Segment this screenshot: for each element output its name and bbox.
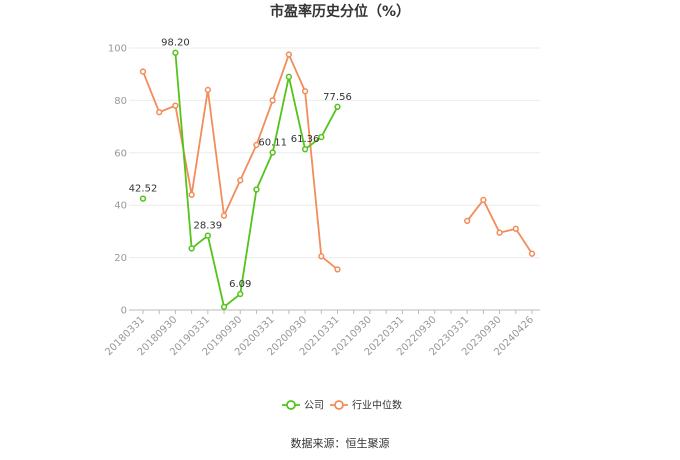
data-point — [318, 133, 325, 141]
data-point — [480, 196, 487, 204]
data-point — [237, 177, 244, 184]
y-tick-label: 0 — [121, 306, 127, 317]
legend-swatch-marker — [286, 400, 296, 410]
y-tick-label: 40 — [114, 201, 127, 212]
series-line — [142, 52, 339, 271]
data-point — [139, 68, 147, 75]
y-axis: 0 20 40 60 80 100 — [108, 44, 127, 317]
series-line — [466, 198, 533, 255]
chart-title: 市盈率历史分位（%） — [270, 3, 410, 20]
data-point — [156, 109, 163, 116]
data-labels: 42.52 98.20 28.39 6.09 60.11 61.36 77.56 — [129, 38, 352, 290]
series-company — [139, 49, 341, 311]
x-axis: 2018033120180930201903312019093020200331… — [103, 309, 540, 358]
data-point — [188, 191, 195, 198]
series-layer — [139, 49, 536, 311]
data-point — [220, 303, 228, 311]
data-point — [139, 195, 147, 202]
legend: 公司 行业中位数 — [282, 399, 402, 412]
series-industry-median — [139, 51, 536, 273]
legend-label: 公司 — [304, 401, 324, 412]
legend-swatch-marker — [334, 400, 344, 410]
data-point — [269, 97, 276, 104]
y-tick-label: 60 — [114, 148, 127, 159]
legend-label: 行业中位数 — [352, 399, 402, 412]
data-point — [301, 146, 309, 153]
data-point — [334, 103, 341, 110]
data-point — [334, 266, 341, 273]
data-label: 98.20 — [161, 38, 190, 49]
data-point — [512, 225, 519, 232]
y-tick-label: 100 — [108, 44, 127, 55]
data-label: 60.11 — [258, 138, 287, 149]
data-label: 6.09 — [229, 279, 251, 290]
y-tick-label: 80 — [114, 96, 127, 107]
legend-item-industry-median: 行业中位数 — [330, 399, 402, 412]
source-text: 数据来源：恒生聚源 — [291, 436, 390, 450]
data-label: 61.36 — [291, 134, 320, 145]
data-point — [285, 73, 293, 80]
data-point — [172, 102, 179, 109]
data-point — [301, 88, 309, 95]
data-point — [269, 149, 276, 156]
data-label: 42.52 — [129, 184, 158, 195]
data-point — [172, 49, 179, 56]
data-point — [188, 245, 195, 252]
data-label: 28.39 — [194, 221, 223, 232]
y-tick-label: 20 — [114, 253, 127, 264]
data-point — [220, 212, 228, 219]
legend-item-company: 公司 — [282, 400, 324, 412]
data-label: 77.56 — [323, 92, 352, 103]
data-point — [285, 51, 293, 58]
data-point — [496, 229, 503, 236]
data-point — [253, 141, 260, 149]
data-point — [204, 86, 211, 94]
data-point — [464, 217, 471, 225]
data-point — [237, 290, 244, 298]
data-point — [204, 232, 211, 239]
data-point — [253, 186, 260, 193]
data-point — [528, 250, 536, 257]
data-point — [318, 253, 325, 260]
